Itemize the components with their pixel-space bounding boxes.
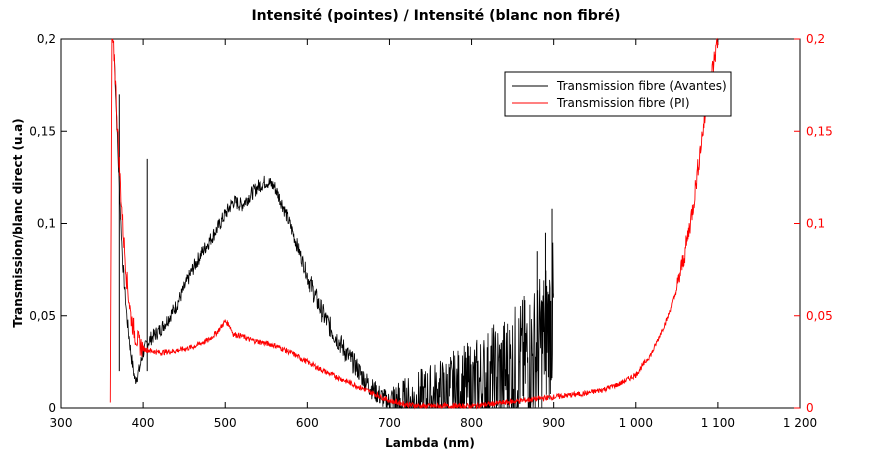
legend: Transmission fibre (Avantes) Transmissio… [504,71,732,117]
x-tick-label: 1 000 [619,416,653,430]
y-tick-label: 0,1 [37,217,56,231]
y2-tick-label: 0,15 [806,124,833,138]
y-tick-label: 0,2 [37,32,56,46]
x-tick-label: 300 [50,416,73,430]
y2-tick-label: 0,2 [806,32,825,46]
series-avantes-line [114,57,555,410]
x-tick-label: 700 [378,416,401,430]
y-tick-label: 0 [48,401,56,415]
y-tick-label: 0,05 [29,309,56,323]
y-axis-ticks: 0 0,05 0,1 0,15 0,2 [29,32,67,415]
x-tick-label: 500 [214,416,237,430]
legend-label-avantes: Transmission fibre (Avantes) [556,79,727,93]
x-axis-title: Lambda (nm) [385,436,475,450]
series-layer [109,37,719,410]
x-tick-label: 900 [542,416,565,430]
x-tick-label: 1 100 [701,416,735,430]
x-tick-label: 800 [460,416,483,430]
y2-axis-ticks: 0 0,05 0,1 0,15 0,2 [794,32,833,415]
y2-tick-label: 0,1 [806,217,825,231]
chart-title: Intensité (pointes) / Intensité (blanc n… [251,8,620,24]
y2-tick-label: 0 [806,401,814,415]
x-tick-label: 600 [296,416,319,430]
legend-label-pi: Transmission fibre (PI) [556,96,690,110]
x-tick-label: 1 200 [783,416,817,430]
x-axis-ticks: 300 400 500 600 700 800 900 1 000 1 100 1 200 [50,39,817,430]
x-tick-label: 400 [132,416,155,430]
y-axis-title: Transmission/blanc direct (u.a) [11,118,25,327]
series-pi-line [109,37,719,410]
legend-box [504,71,732,117]
y-tick-label: 0,15 [29,124,56,138]
y2-tick-label: 0,05 [806,309,833,323]
